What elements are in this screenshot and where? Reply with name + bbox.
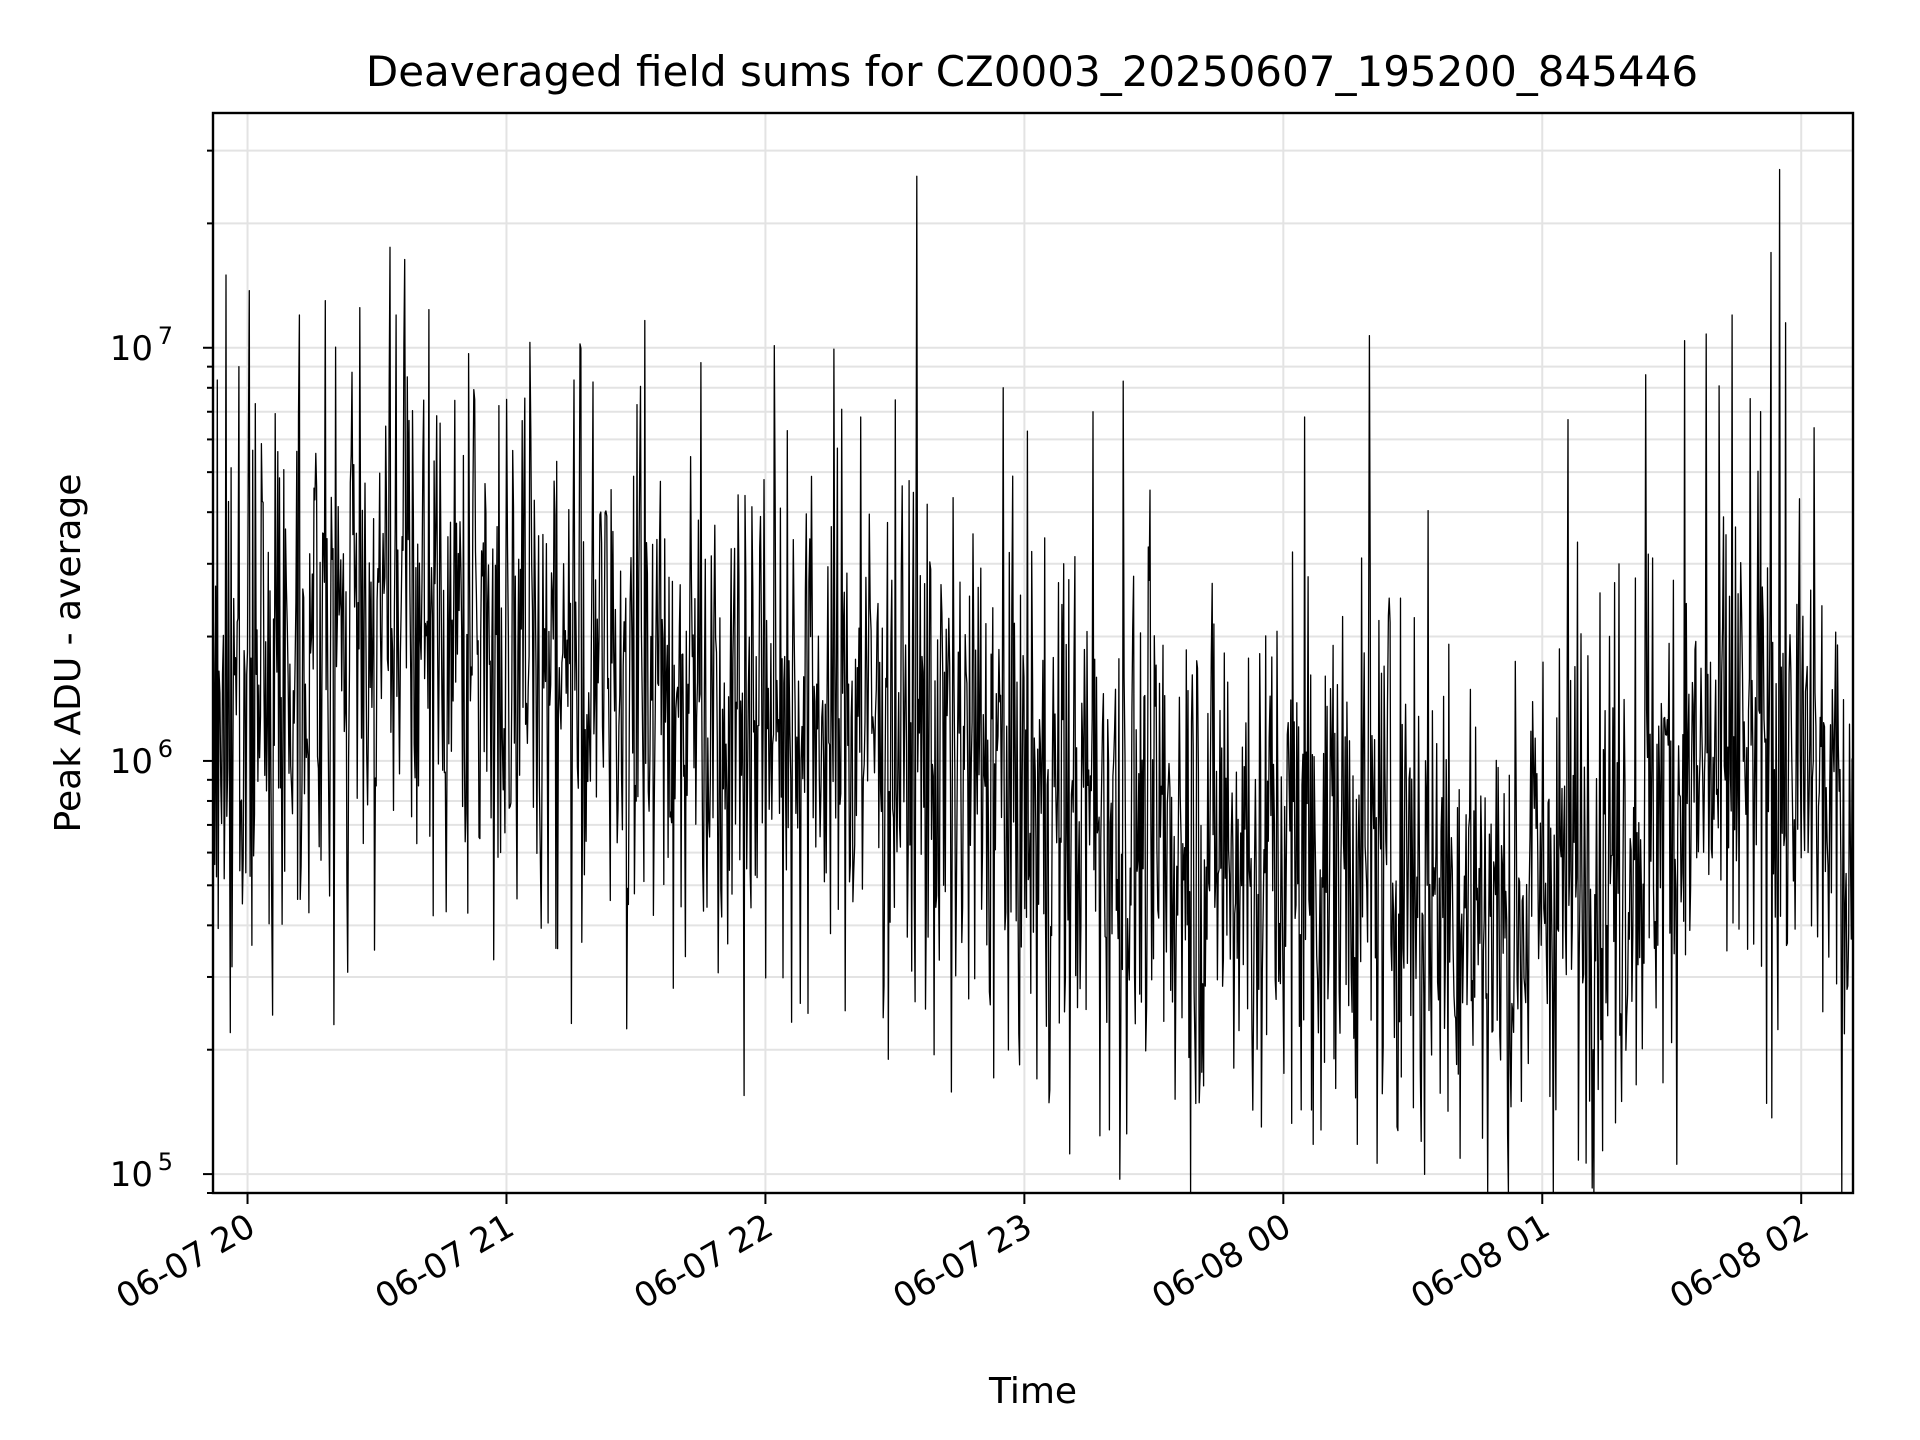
chart-title: Deaveraged field sums for CZ0003_2025060…	[366, 47, 1698, 96]
y-tick-label: 10	[110, 329, 153, 369]
y-tick-exponent: 7	[158, 322, 173, 350]
y-tick-base: 10	[110, 1155, 153, 1195]
y-tick-label: 10	[110, 742, 153, 782]
x-axis-label: Time	[988, 1371, 1077, 1412]
y-tick-exponent: 6	[158, 735, 173, 763]
y-tick-exponent: 5	[158, 1148, 173, 1176]
y-tick-base: 10	[110, 742, 153, 782]
y-axis-label: Peak ADU - average	[48, 474, 89, 833]
y-tick-label: 10	[110, 1155, 153, 1195]
y-tick-base: 10	[110, 329, 153, 369]
